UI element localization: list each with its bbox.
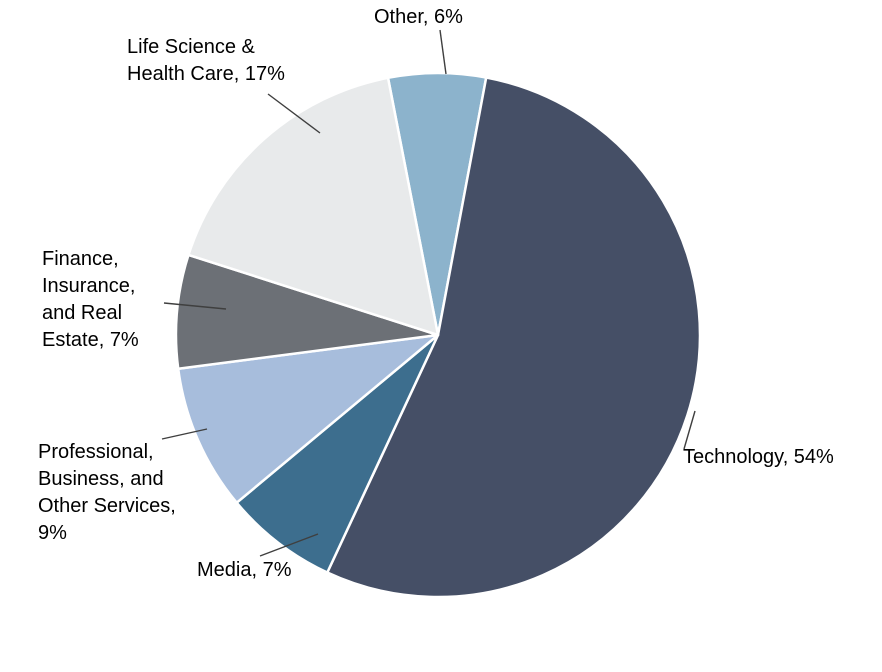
leader-line-technology [683,410,696,450]
label-professional-business-other-services: Professional, Business, and Other Servic… [38,441,176,544]
label-media: Media, 7% [197,559,292,581]
leader-line-other [439,29,447,75]
pie-slice-professional-business-other-services [176,333,440,504]
pie-slice-finance-insurance-real-estate [174,253,440,370]
pie-slice-media [235,333,440,574]
leader-line-professional-business-other-services [161,428,208,440]
leader-line-life-science-health-care [267,93,321,134]
label-life-science-health-care: Life Science & Health Care, 17% [127,36,285,85]
leader-line-finance-insurance-real-estate [163,302,227,310]
label-finance-insurance-real-estate: Finance, Insurance, and Real Estate, 7% [42,248,139,351]
label-other: Other, 6% [374,6,463,28]
label-technology: Technology, 54% [683,446,834,468]
pie-slice-technology [326,76,702,599]
leader-line-media [259,533,319,557]
pie-slice-life-science-health-care [187,76,440,337]
